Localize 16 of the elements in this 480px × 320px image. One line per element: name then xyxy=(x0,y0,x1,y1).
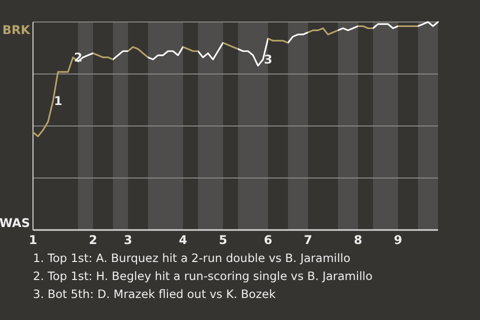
x-tick-label: 5 xyxy=(218,233,228,247)
x-tick-label: 3 xyxy=(124,233,132,247)
x-tick-label: 8 xyxy=(354,233,362,247)
text: WAS xyxy=(0,216,30,230)
x-tick-label: 9 xyxy=(394,233,402,247)
text: 3. Bot 5th: D. Mrazek flied out vs K. Bozek xyxy=(33,287,276,301)
annotation: 3 xyxy=(264,52,272,66)
x-tick-label: 6 xyxy=(264,233,272,247)
text: 1. Top 1st: A. Burquez hit a 2-run double vs B. Jaramillo xyxy=(33,251,350,265)
x-tick-label: 4 xyxy=(178,233,188,247)
text: BRK xyxy=(2,23,31,37)
x-tick-label: 1 xyxy=(28,233,38,247)
text: 2. Top 1st: H. Begley hit a run-scoring single vs B. Jaramillo xyxy=(33,269,373,283)
annotation: 1 xyxy=(54,94,62,108)
x-tick-label: 2 xyxy=(88,233,98,247)
x-tick-label: 7 xyxy=(304,233,312,247)
